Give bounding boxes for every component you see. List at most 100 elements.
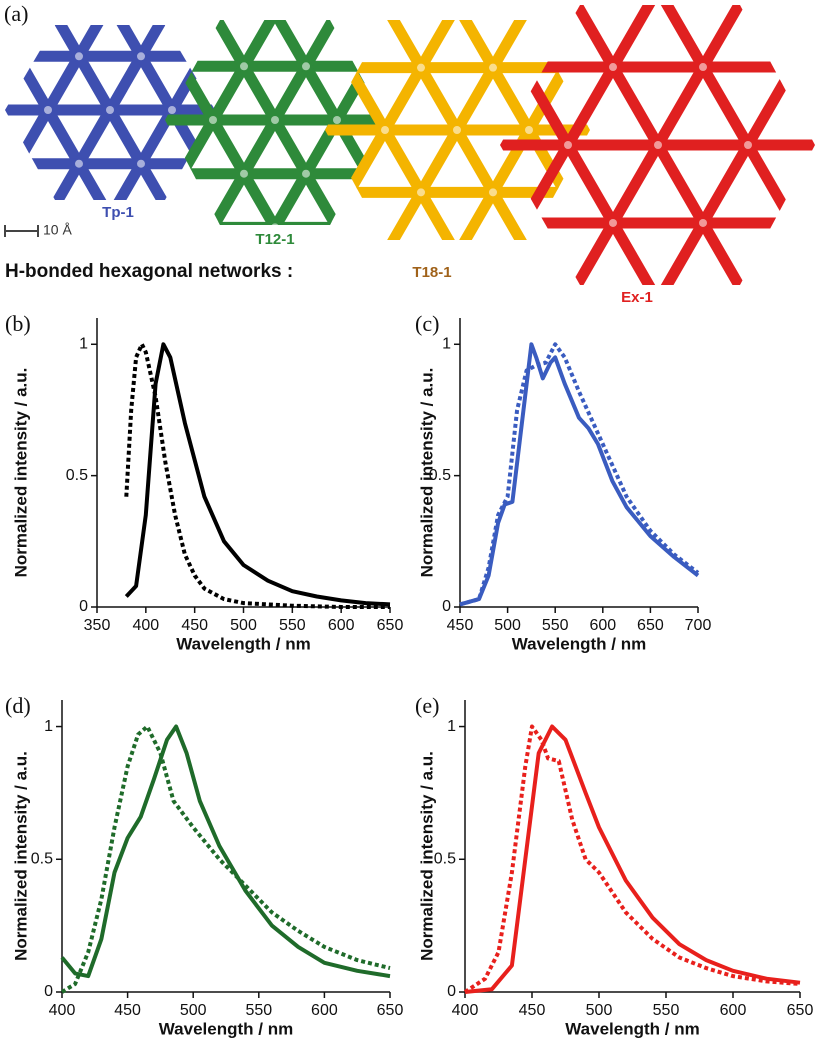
node xyxy=(237,251,245,259)
node xyxy=(137,159,145,168)
node xyxy=(699,531,707,539)
node xyxy=(333,223,341,225)
node xyxy=(385,160,393,168)
bond xyxy=(5,25,215,200)
node xyxy=(381,126,389,134)
node xyxy=(199,374,207,382)
node xyxy=(643,331,651,339)
node xyxy=(509,374,517,382)
node xyxy=(488,384,496,392)
node xyxy=(75,159,83,168)
node xyxy=(488,277,496,285)
bond xyxy=(5,25,215,200)
y-tick-label: 0.5 xyxy=(434,850,456,867)
node xyxy=(519,531,527,539)
node xyxy=(453,126,461,134)
node xyxy=(13,159,21,168)
panel-label: (c) xyxy=(415,311,439,336)
node xyxy=(741,1,749,9)
node xyxy=(237,375,245,383)
node xyxy=(261,52,269,60)
node xyxy=(333,9,341,17)
node xyxy=(633,438,641,446)
x-tick-label: 600 xyxy=(589,617,616,634)
node xyxy=(654,297,662,305)
node xyxy=(273,438,281,446)
x-tick-label: 650 xyxy=(787,1002,814,1019)
node xyxy=(447,374,455,382)
bond xyxy=(165,20,325,225)
node xyxy=(489,63,497,72)
y-axis-label: Normalized intensity / a.u. xyxy=(417,368,436,578)
node xyxy=(381,1,389,9)
node xyxy=(385,267,393,275)
node xyxy=(654,453,662,461)
node xyxy=(147,116,155,124)
dashed-line xyxy=(124,342,390,609)
x-tick-label: 550 xyxy=(653,1002,680,1019)
node xyxy=(609,63,617,72)
x-tick-label: 550 xyxy=(279,617,306,634)
node xyxy=(178,62,186,71)
node xyxy=(345,188,353,197)
node xyxy=(478,321,486,329)
node xyxy=(525,126,533,134)
x-tick-label: 500 xyxy=(586,1002,613,1019)
node xyxy=(705,331,713,339)
node xyxy=(654,141,662,149)
node xyxy=(489,188,497,197)
node xyxy=(705,438,713,446)
node xyxy=(323,267,331,275)
node xyxy=(457,9,465,17)
node xyxy=(23,116,31,124)
node xyxy=(209,331,217,339)
node xyxy=(669,375,677,383)
network xyxy=(237,1,785,446)
node xyxy=(271,9,279,17)
node xyxy=(54,170,62,178)
node xyxy=(597,126,605,134)
node xyxy=(199,52,207,61)
node xyxy=(323,52,331,60)
node xyxy=(674,384,682,392)
node xyxy=(736,384,744,392)
x-tick-label: 500 xyxy=(230,617,257,634)
node xyxy=(323,160,331,168)
node xyxy=(550,277,558,285)
network-label: Tp-1 xyxy=(102,204,134,221)
node xyxy=(240,169,248,178)
caption: H-bonded hexagonal networks : xyxy=(5,261,293,282)
x-tick-label: 450 xyxy=(519,1002,546,1019)
node xyxy=(345,438,353,446)
bond xyxy=(5,25,215,200)
node xyxy=(106,321,114,329)
node xyxy=(381,375,389,383)
node xyxy=(106,0,114,7)
dashed-line xyxy=(459,342,700,607)
node xyxy=(474,453,482,461)
solid-line xyxy=(124,342,391,607)
node xyxy=(744,453,752,461)
node xyxy=(237,126,245,134)
node xyxy=(550,384,558,392)
node xyxy=(302,62,310,71)
node xyxy=(168,0,176,7)
network xyxy=(23,9,744,392)
node xyxy=(54,62,62,70)
node xyxy=(633,313,641,321)
node xyxy=(116,62,124,70)
bond xyxy=(782,5,815,285)
node xyxy=(457,331,465,339)
bond xyxy=(165,20,385,225)
node xyxy=(75,52,83,61)
y-tick-label: 0 xyxy=(447,983,456,1000)
x-axis-label: Wavelength / nm xyxy=(176,634,310,653)
node xyxy=(564,297,572,305)
node xyxy=(364,384,372,392)
node xyxy=(789,375,797,383)
node xyxy=(354,0,362,7)
node xyxy=(13,52,21,61)
node xyxy=(395,331,403,339)
node xyxy=(777,438,785,446)
